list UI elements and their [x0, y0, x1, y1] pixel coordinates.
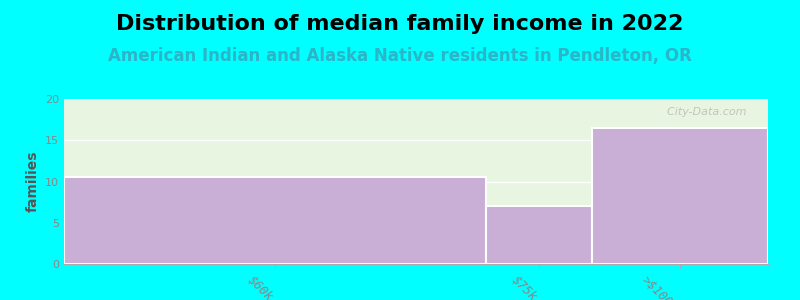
Text: City-Data.com: City-Data.com: [660, 107, 747, 117]
Bar: [64, 177, 486, 264]
Bar: [592, 128, 768, 264]
Text: American Indian and Alaska Native residents in Pendleton, OR: American Indian and Alaska Native reside…: [108, 46, 692, 64]
Text: Distribution of median family income in 2022: Distribution of median family income in …: [116, 14, 684, 34]
Y-axis label: families: families: [26, 151, 39, 212]
Bar: [486, 206, 592, 264]
